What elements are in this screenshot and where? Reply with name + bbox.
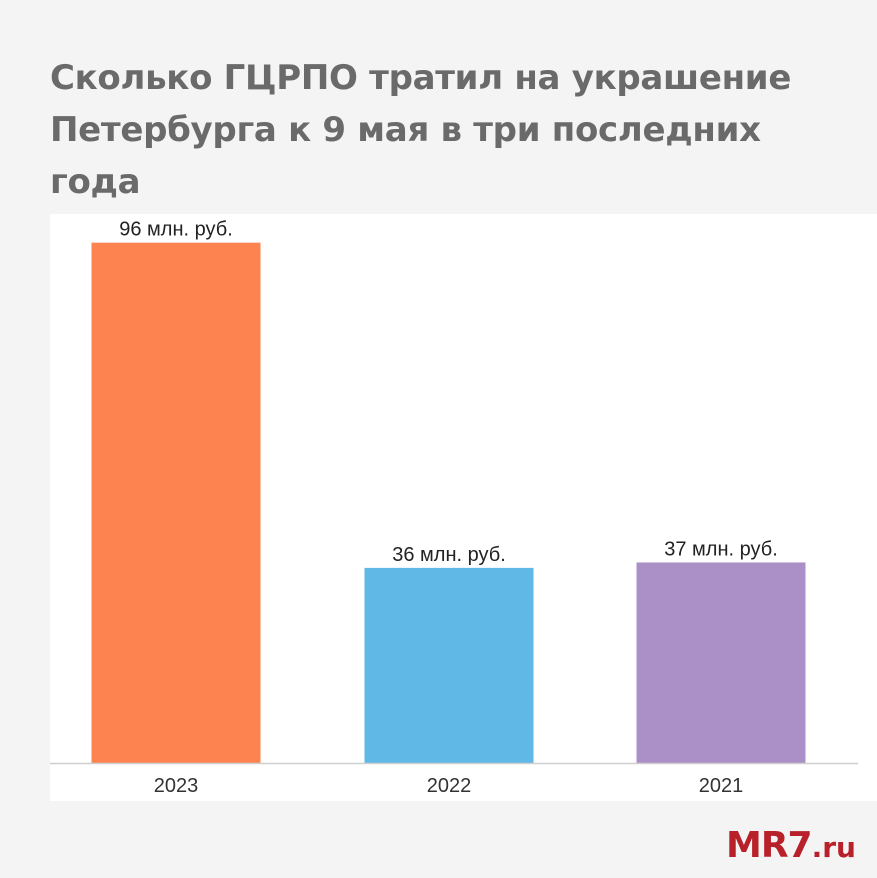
x-tick-label-2023: 2023 [154, 775, 199, 797]
data-label-2021: 37 млн. руб. [664, 538, 778, 560]
data-label-2023: 96 млн. руб. [119, 219, 233, 241]
bar-chart: 96 млн. руб. 2023 36 млн. руб. 2022 37 млн. … [50, 219, 858, 797]
mr7-logo: MR7.ru [726, 828, 856, 864]
bar-2022 [364, 567, 534, 763]
x-tick-label-2022: 2022 [427, 775, 472, 797]
chart-title: Сколько ГЦРПО тратил на украшение Петерб… [50, 58, 792, 202]
chart-panel: 96 млн. руб. 2023 36 млн. руб. 2022 37 млн. … [50, 214, 877, 801]
bar-2021 [636, 562, 806, 763]
logo-tld: .ru [811, 831, 856, 864]
x-tick-label-2021: 2021 [699, 775, 744, 797]
data-label-2022: 36 млн. руб. [392, 544, 506, 566]
bar-2023 [91, 242, 261, 763]
logo-main: MR7 [726, 825, 813, 866]
